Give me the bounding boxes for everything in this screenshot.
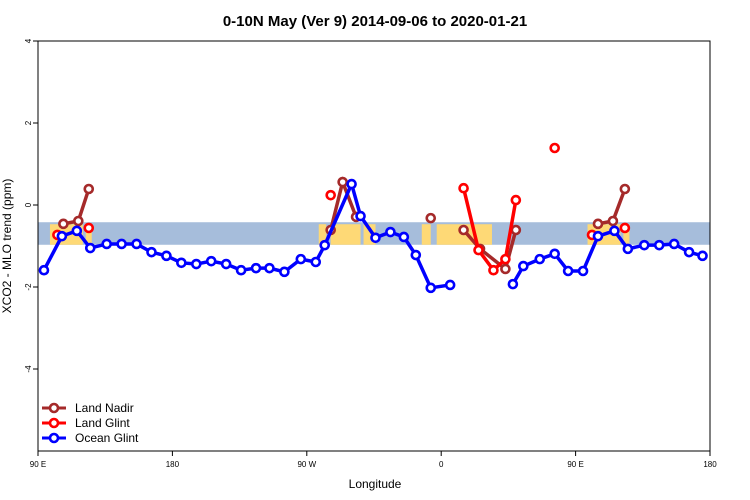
legend-label-ocean-glint: Ocean Glint: [75, 431, 139, 445]
legend-label-land-nadir: Land Nadir: [75, 401, 134, 415]
ocean-glint-point: [355, 210, 366, 222]
ocean-glint-point: [235, 264, 247, 276]
land-glint-point: [458, 182, 469, 194]
x-axis: 90 E 180 90 W 0 90 E 180: [30, 451, 717, 469]
ocean-glint-point: [101, 238, 112, 250]
series-ocean-glint: [38, 178, 708, 294]
legend-marker-land-glint: [48, 417, 60, 429]
x-tick-label: 180: [166, 460, 180, 469]
plot-frame: [37, 40, 711, 452]
land-nadir-point: [607, 215, 619, 227]
ocean-glint-point: [444, 279, 456, 291]
ocean-glint-point: [683, 246, 695, 258]
ocean-glint-point: [534, 253, 546, 265]
ocean-glint-point: [319, 239, 331, 251]
series-layer: [38, 142, 708, 294]
land-area: [363, 224, 376, 245]
x-axis-label: Longitude: [349, 477, 402, 491]
ocean-glint-point: [549, 248, 560, 260]
land-area: [318, 224, 327, 245]
legend-marker-land-nadir: [48, 402, 60, 414]
ocean-glint-point: [220, 258, 232, 270]
ocean-glint-point: [398, 231, 410, 243]
ocean-glint-point: [668, 238, 680, 250]
ocean-glint-point: [410, 249, 422, 261]
ocean-glint-point: [622, 243, 634, 255]
land-nadir-point: [592, 218, 604, 230]
ocean-glint-point: [518, 260, 529, 272]
y-tick-label: -2: [24, 283, 33, 291]
ocean-glint-point: [638, 239, 650, 251]
land-glint-point: [473, 244, 484, 256]
ocean-glint-point: [190, 258, 202, 270]
ocean-glint-point: [425, 282, 437, 294]
ocean-glint-point: [562, 265, 574, 277]
x-tick-label: 90 E: [30, 460, 46, 469]
y-tick-label: 4: [24, 38, 33, 43]
land-nadir-point: [337, 176, 348, 188]
land-nadir-point: [619, 183, 631, 195]
land-nadir-point: [73, 215, 84, 227]
ocean-glint-point: [71, 225, 83, 237]
ocean-glint-point: [609, 225, 620, 237]
land-glint-point: [510, 194, 522, 206]
land-nadir-point: [58, 218, 69, 230]
ocean-glint-point: [205, 255, 217, 267]
chart-title: 0-10N May (Ver 9) 2014-09-06 to 2020-01-…: [223, 13, 527, 30]
land-area: [421, 224, 431, 245]
land-nadir-point: [510, 224, 522, 236]
land-glint-point: [488, 264, 499, 276]
land-nadir-point: [458, 224, 469, 236]
land-glint-point: [619, 222, 631, 234]
land-area: [85, 224, 92, 245]
x-tick-label: 180: [703, 460, 717, 469]
land-area: [330, 224, 361, 245]
ocean-glint-point: [250, 262, 262, 274]
ocean-glint-point: [697, 250, 708, 262]
ocean-glint-point: [131, 238, 142, 250]
ocean-glint-point: [161, 250, 172, 262]
ocean-glint-point: [176, 257, 187, 269]
ocean-glint-point: [116, 238, 127, 250]
y-axis-label: XCO2 - MLO trend (ppm): [0, 179, 14, 314]
series-land-glint: [52, 142, 631, 276]
legend-label-land-glint: Land Glint: [75, 416, 130, 430]
ocean-glint-point: [592, 230, 604, 242]
land-area: [623, 224, 630, 245]
ocean-glint-point: [38, 264, 50, 276]
ocean-glint-point: [346, 178, 357, 190]
y-tick-label: -4: [24, 365, 33, 373]
y-tick-label: 0: [24, 202, 33, 207]
land-nadir-line: [462, 228, 518, 272]
legend-marker-ocean-glint: [48, 432, 60, 444]
x-tick-label: 90 E: [567, 460, 583, 469]
y-tick-label: 2: [24, 120, 33, 125]
land-glint-point: [549, 142, 560, 154]
ocean-glint-point: [146, 246, 157, 258]
ocean-glint-point: [264, 262, 275, 274]
ocean-glint-point: [310, 256, 322, 268]
land-nadir-point: [425, 212, 437, 224]
ocean-glint-point: [279, 266, 290, 278]
ocean-glint-point: [370, 232, 381, 244]
y-axis: 4 2 0 -2 -4: [24, 38, 38, 373]
ocean-glint-point: [295, 253, 307, 265]
land-nadir-point: [83, 183, 95, 195]
x-tick-label: 0: [439, 460, 444, 469]
land-glint-point: [325, 189, 336, 201]
ocean-glint-point: [577, 265, 589, 277]
land-glint-point: [83, 222, 95, 234]
land-glint-point: [500, 253, 511, 265]
ocean-glint-point: [84, 242, 96, 254]
ocean-glint-point: [385, 226, 396, 238]
ocean-glint-point: [56, 230, 68, 242]
ocean-glint-point: [653, 239, 665, 251]
ocean-glint-point: [507, 278, 519, 290]
ocean-glint-line: [42, 178, 451, 290]
land-nadir-point: [500, 263, 511, 275]
x-tick-label: 90 W: [297, 460, 316, 469]
